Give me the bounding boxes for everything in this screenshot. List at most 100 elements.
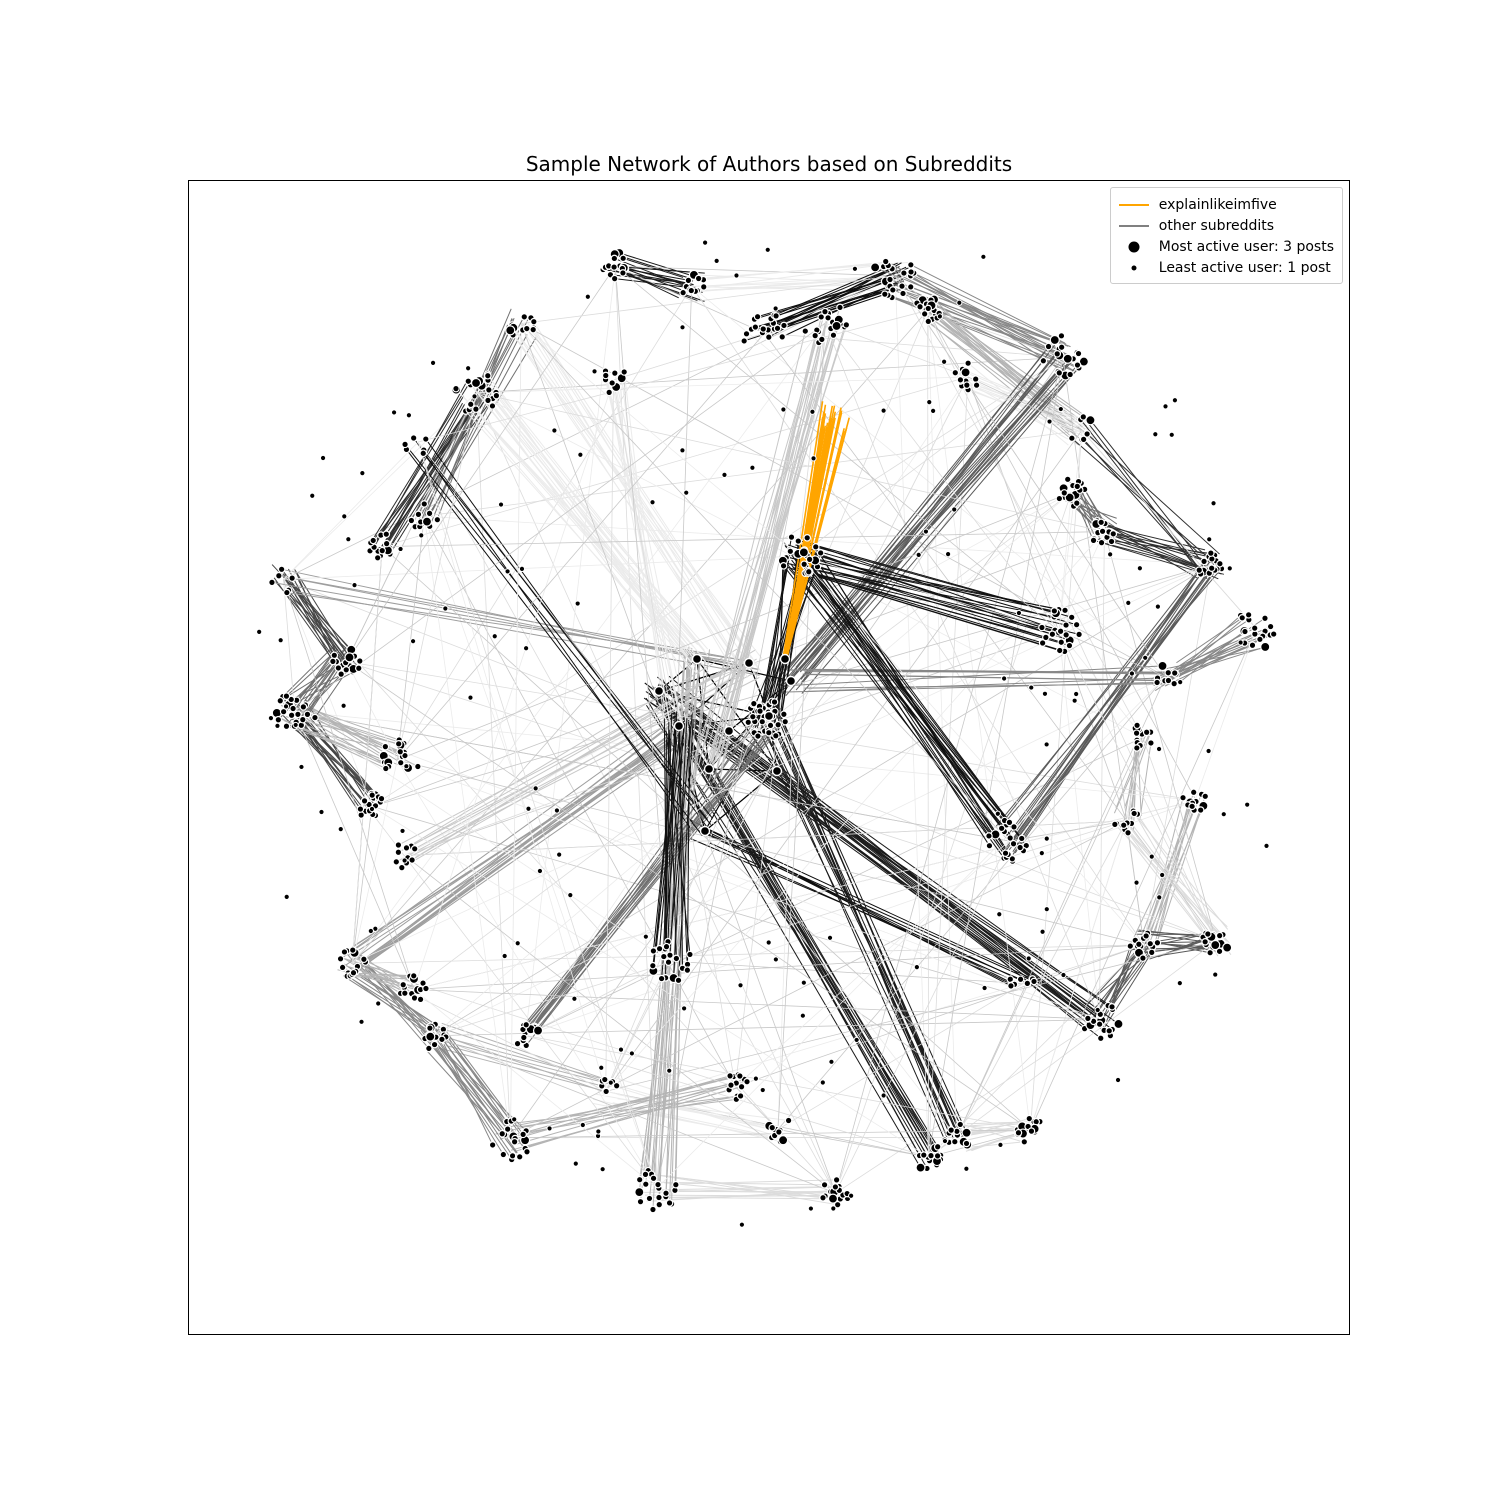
author-node (605, 388, 613, 397)
subreddit-edge (521, 323, 800, 557)
subreddit-edge (798, 555, 1145, 946)
subreddit-edge (770, 270, 885, 320)
author-node (1153, 938, 1162, 947)
author-node (784, 1116, 793, 1125)
author-node (870, 262, 881, 273)
author-node (889, 286, 897, 294)
author-node (980, 253, 987, 260)
author-node (598, 1064, 605, 1071)
author-node (1098, 527, 1107, 536)
author-node (283, 588, 291, 597)
author-node (523, 1147, 531, 1156)
explainlikeimfive-edge (785, 411, 837, 660)
author-node (1046, 418, 1053, 425)
author-node (530, 317, 538, 326)
author-node (274, 722, 281, 729)
author-node (1133, 744, 1141, 752)
author-node (402, 844, 411, 852)
subreddit-edge (658, 684, 1113, 1010)
subreddit-edge (927, 321, 1079, 446)
author-node (683, 489, 690, 496)
author-node (997, 824, 1006, 833)
author-node (522, 1020, 531, 1029)
subreddit-edge (1144, 796, 1206, 955)
subreddit-edge (355, 738, 676, 972)
subreddit-edge (423, 1036, 515, 1143)
author-node (1244, 801, 1251, 808)
subreddit-edge (525, 1035, 929, 1158)
subreddit-edge (735, 840, 1010, 1088)
author-node (498, 1129, 507, 1138)
author-node (567, 892, 574, 899)
subreddit-edge (396, 759, 658, 1189)
subreddit-edge (413, 437, 693, 831)
subreddit-edge (286, 648, 339, 697)
author-node (794, 537, 803, 545)
subreddit-edge (1029, 628, 1257, 1131)
subreddit-edge (668, 713, 693, 963)
subreddit-edge (655, 703, 1094, 1022)
author-node (816, 549, 825, 557)
author-node (1153, 678, 1161, 687)
subreddit-edge (678, 719, 694, 981)
author-node (1079, 435, 1088, 444)
subreddit-edge (286, 590, 337, 662)
author-node (1269, 630, 1278, 638)
author-node (1128, 670, 1136, 677)
subreddit-edge (664, 1182, 834, 1200)
subreddit-edge (1099, 940, 1136, 1026)
author-node (519, 1130, 527, 1139)
author-node (1066, 370, 1074, 379)
author-node (787, 533, 796, 541)
author-node (287, 711, 296, 720)
author-node (1111, 820, 1119, 829)
subreddit-edge (956, 676, 1166, 1138)
author-node (899, 289, 907, 298)
author-node (394, 841, 403, 849)
author-node (819, 1079, 826, 1086)
author-node (1062, 631, 1070, 639)
author-node (504, 568, 511, 575)
subreddit-edge (1008, 820, 1127, 842)
author-node (1215, 931, 1224, 940)
author-node (628, 1050, 635, 1057)
subreddit-edge (1099, 531, 1105, 1020)
author-node (726, 1072, 734, 1080)
subreddit-edge (605, 310, 929, 1092)
author-node (579, 1121, 586, 1129)
subreddit-edge (346, 661, 1217, 942)
author-node (752, 1075, 759, 1082)
author-node (529, 325, 538, 334)
author-node (1124, 828, 1132, 837)
author-node (1079, 413, 1088, 421)
author-node (1147, 739, 1155, 747)
author-node (311, 713, 319, 722)
subreddit-edge (660, 687, 1110, 1032)
subreddit-edge (404, 630, 1060, 856)
author-node (1042, 633, 1050, 642)
subreddit-edge (701, 319, 840, 766)
author-node (779, 562, 788, 570)
author-node (920, 310, 929, 318)
author-node (1107, 537, 1116, 546)
subreddit-edge (487, 379, 706, 653)
author-node (1073, 482, 1082, 491)
author-node (772, 731, 780, 740)
subreddit-edge (525, 960, 670, 1036)
subreddit-edge (927, 310, 1217, 942)
subreddit-edge (1123, 824, 1231, 944)
subreddit-edge (1080, 419, 1201, 574)
subreddit-edge (734, 323, 826, 1087)
legend: explainlikeimfive other subreddits Most … (1109, 187, 1343, 284)
author-node (378, 546, 387, 555)
author-node (1056, 627, 1065, 636)
subreddit-edge (1058, 630, 1217, 942)
author-node (274, 715, 283, 724)
author-node (382, 539, 391, 548)
author-node (754, 732, 762, 740)
author-node (1055, 369, 1064, 377)
subreddit-edge (523, 1075, 740, 1128)
author-node (1017, 834, 1026, 843)
subreddit-edge (967, 376, 1083, 431)
subreddit-edge (1154, 804, 1189, 933)
